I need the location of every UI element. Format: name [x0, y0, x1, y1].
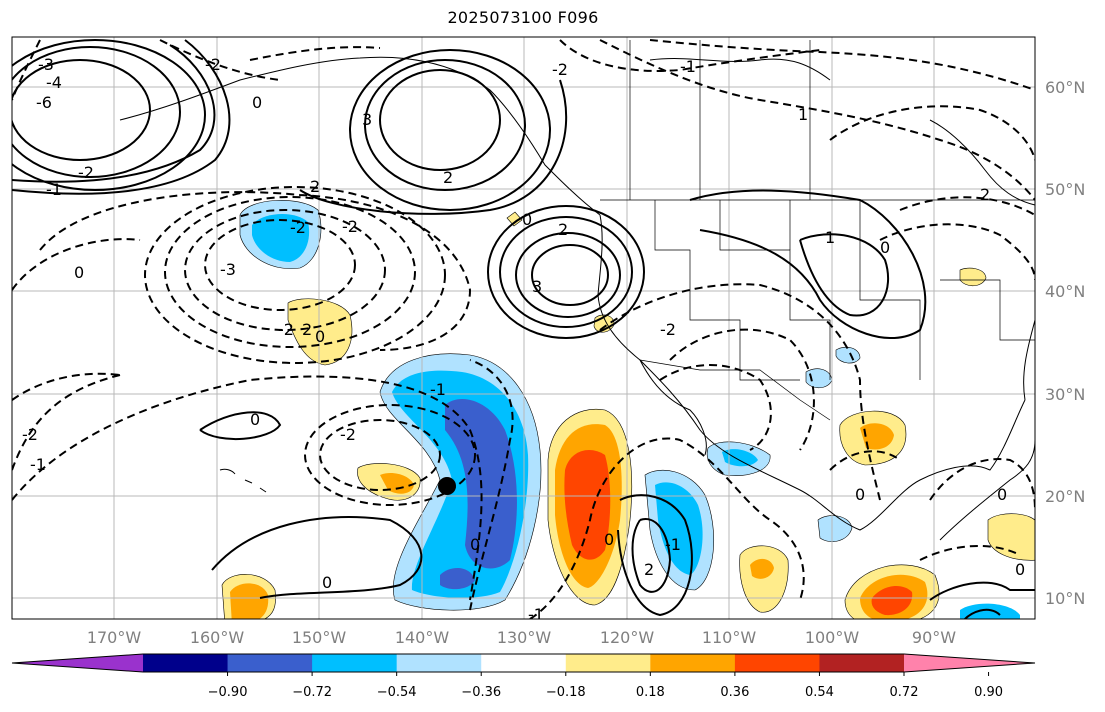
colorbar-extend-max — [904, 654, 1035, 672]
lon-label: 120°W — [600, 628, 655, 647]
contour-label: 0 — [855, 485, 865, 504]
contour-label: -2 — [340, 425, 356, 444]
contour-label: -2 — [290, 218, 306, 237]
colorbar-segment — [481, 654, 567, 672]
graticule — [12, 37, 1035, 619]
contour-label: 0 — [74, 263, 84, 282]
positive-contours — [12, 39, 1035, 619]
contour-label: 1 — [798, 105, 808, 124]
colorbar-segment — [143, 654, 229, 672]
contour-label: -2 — [342, 217, 358, 236]
contour-label: -3 — [38, 55, 54, 74]
lon-label: 150°W — [292, 628, 347, 647]
colorbar-tick-label: 0.54 — [805, 685, 834, 700]
colorbar-segment — [565, 654, 651, 672]
lon-label: 170°W — [87, 628, 142, 647]
colorbar: −0.90 −0.72 −0.54 −0.36 −0.18 0.18 0.36 0.54 0.7… — [11, 653, 1036, 700]
contour-label: 0 — [522, 210, 532, 229]
colorbar-segment — [227, 654, 313, 672]
negative-contours — [12, 39, 1035, 619]
contour-label: -2 — [205, 55, 221, 74]
colorbar-tick-label: −0.90 — [208, 685, 248, 700]
colorbar-tick-label: −0.36 — [461, 685, 501, 700]
lat-label: 40°N — [1045, 282, 1085, 301]
map-frame — [11, 36, 1036, 620]
map-title: 2025073100 F096 — [447, 8, 599, 27]
contour-label: -2 — [278, 320, 294, 339]
contour-label: 3 — [362, 110, 372, 129]
colorbar-tick-label: 0.36 — [720, 685, 749, 700]
contour-label: -2 — [78, 163, 94, 182]
contour-label: 0 — [252, 93, 262, 112]
contour-label: 3 — [532, 277, 542, 296]
contour-label: 0 — [1015, 560, 1025, 579]
lat-label: 60°N — [1045, 78, 1085, 97]
lon-label: 90°W — [912, 628, 956, 647]
contour-label: -6 — [36, 93, 52, 112]
contour-label: -2 — [22, 425, 38, 444]
contour-label: -1 — [528, 605, 544, 624]
colorbar-tick-label: 0.18 — [636, 685, 665, 700]
colorbar-segment — [819, 654, 905, 672]
contour-label: 2 — [558, 220, 568, 239]
lon-label: 140°W — [395, 628, 450, 647]
lat-label: 20°N — [1045, 487, 1085, 506]
contour-label: 1 — [825, 228, 835, 247]
coastlines — [119, 56, 1035, 541]
colorbar-tick-label: 0.72 — [890, 685, 919, 700]
colorbar-tick-label: −0.18 — [546, 685, 586, 700]
colorbar-segment — [734, 654, 820, 672]
contour-label: 0 — [880, 238, 890, 257]
colorbar-tick-label: −0.54 — [377, 685, 417, 700]
lon-label: 100°W — [805, 628, 860, 647]
contour-label: -2 — [660, 320, 676, 339]
contour-label: -1 — [46, 180, 62, 199]
contour-label: 0 — [604, 530, 614, 549]
contour-label: -1 — [665, 535, 681, 554]
shading-layer — [221, 200, 1035, 619]
map-panel: -3 -4 -6 -2 -2 0 -1 2 3 2 -2 -1 0 -2 2 -… — [12, 37, 1035, 624]
storm-center-dot — [438, 477, 456, 495]
colorbar-segment — [396, 654, 482, 672]
colorbar-outline — [11, 653, 1036, 673]
colorbar-extend-min — [12, 654, 143, 672]
political-borders — [600, 40, 1035, 421]
lon-label: 130°W — [497, 628, 552, 647]
contour-label: -1 — [680, 57, 696, 76]
contour-label: -1 — [30, 455, 46, 474]
contour-label: 0 — [997, 485, 1007, 504]
colorbar-segment — [650, 654, 736, 672]
colorbar-tick-label: −0.72 — [292, 685, 332, 700]
contour-label: 0 — [250, 410, 260, 429]
contour-label: 0 — [322, 573, 332, 592]
lon-label: 110°W — [702, 628, 757, 647]
contour-label: -1 — [430, 380, 446, 399]
colorbar-segment — [312, 654, 398, 672]
latitude-labels: 60°N 50°N 40°N 30°N 20°N 10°N — [1045, 78, 1085, 608]
contour-labels: -3 -4 -6 -2 -2 0 -1 2 3 2 -2 -1 0 -2 2 -… — [22, 55, 1025, 624]
colorbar-tick-label: 0.90 — [974, 685, 1003, 700]
contour-label: 2 — [443, 168, 453, 187]
lon-label: 160°W — [190, 628, 245, 647]
lat-label: 30°N — [1045, 385, 1085, 404]
contour-label: 2 — [310, 177, 320, 196]
contour-label: -4 — [46, 73, 62, 92]
contour-label: 2 — [644, 560, 654, 579]
lat-label: 50°N — [1045, 180, 1085, 199]
contour-label: -2 — [552, 60, 568, 79]
contour-label: -3 — [220, 260, 236, 279]
longitude-labels: 170°W 160°W 150°W 140°W 130°W 120°W 110°… — [87, 628, 956, 647]
contour-label: 2 — [980, 185, 990, 204]
contour-label: 0 — [315, 327, 325, 346]
contour-label: 0 — [470, 535, 480, 554]
lat-label: 10°N — [1045, 589, 1085, 608]
contour-label: 2 — [302, 320, 312, 339]
